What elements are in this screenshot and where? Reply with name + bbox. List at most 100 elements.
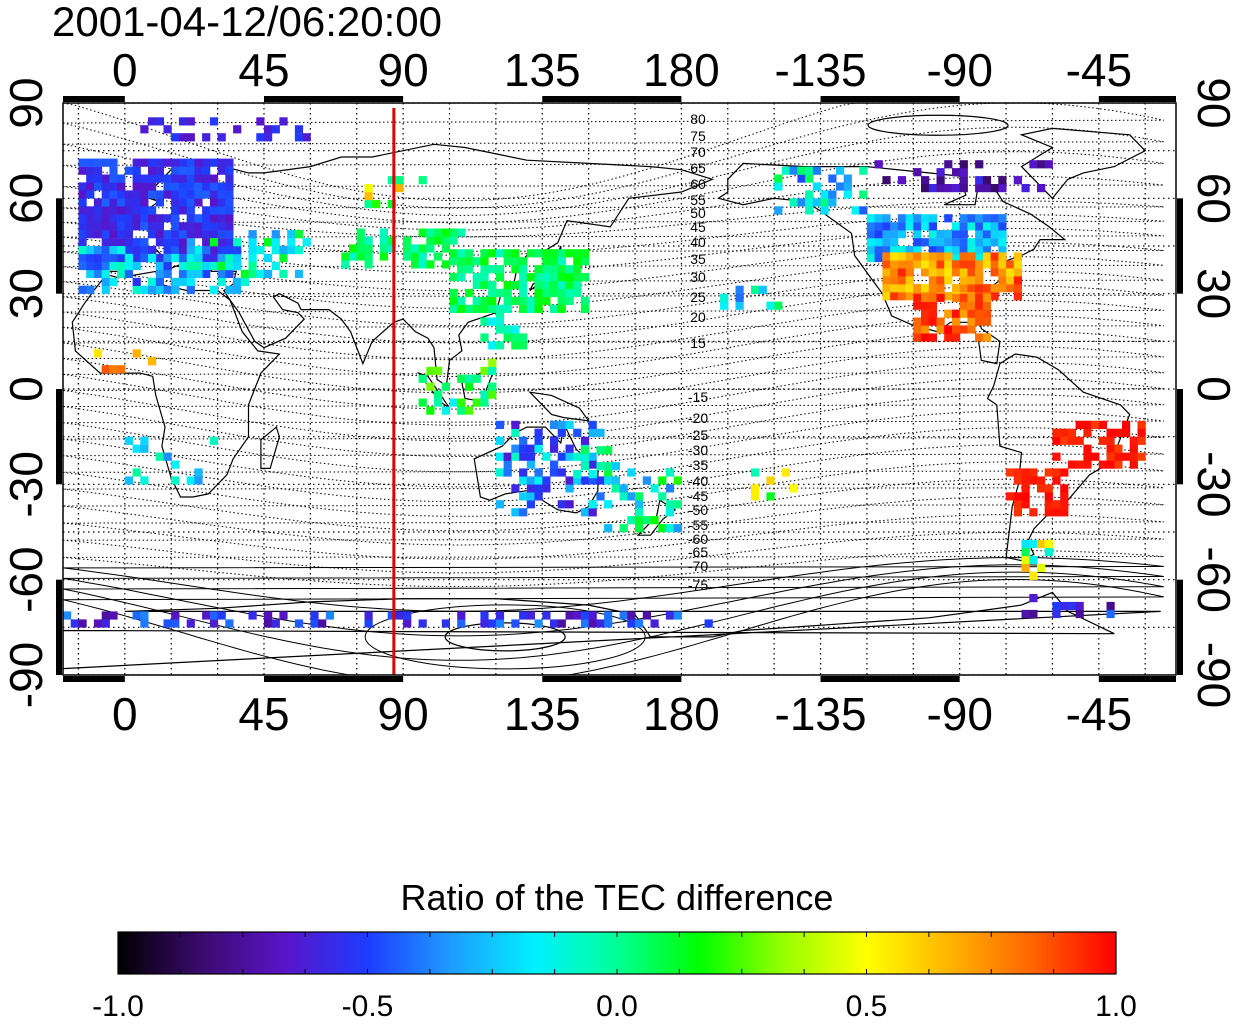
- tec-cell: [882, 176, 891, 185]
- frame-tick-bars: [56, 96, 1183, 682]
- tec-cell: [774, 301, 783, 310]
- tec-cell: [93, 174, 103, 183]
- tec-cell: [805, 198, 814, 207]
- tec-cell: [998, 276, 1007, 285]
- tec-cell: [905, 252, 914, 261]
- tec-cell: [457, 228, 466, 237]
- tec-cell: [148, 214, 157, 223]
- tec-cell: [897, 252, 906, 261]
- tec-cell: [101, 238, 110, 247]
- tec-cell: [202, 158, 211, 167]
- tec-cell: [550, 468, 559, 477]
- tec-cell: [975, 317, 984, 326]
- tec-cell: [812, 198, 821, 207]
- tec-cell: [897, 260, 906, 269]
- tec-cell: [952, 238, 961, 247]
- tec-cell: [225, 253, 234, 263]
- tec-cell: [503, 460, 512, 469]
- tec-cell: [117, 222, 126, 231]
- tec-cell: [140, 206, 149, 215]
- tec-cell: [480, 619, 489, 628]
- tec-cell: [364, 192, 373, 201]
- tec-cell: [936, 184, 945, 193]
- tec-cell: [928, 230, 937, 239]
- tec-cell: [279, 246, 288, 255]
- tec-cell: [109, 222, 118, 231]
- tec-cell: [542, 296, 551, 305]
- tec-cell: [534, 476, 543, 485]
- tec-cell: [109, 206, 118, 215]
- tec-cell: [148, 246, 157, 255]
- right-lat-label: 90: [1188, 77, 1240, 128]
- tec-cell: [70, 619, 79, 628]
- tec-cell: [511, 428, 520, 437]
- tec-cell: [1052, 609, 1061, 619]
- tec-cell: [387, 611, 396, 620]
- tec-cell: [101, 365, 110, 374]
- tec-cell: [1098, 436, 1107, 445]
- tec-cell: [557, 420, 566, 429]
- tec-cell: [511, 508, 520, 517]
- tec-cell: [495, 317, 505, 326]
- tec-cell: [913, 246, 922, 255]
- tec-cell: [310, 611, 319, 620]
- tec-cell: [364, 184, 373, 193]
- right-lat-label: -30: [1188, 451, 1240, 517]
- tec-cell: [202, 230, 211, 239]
- tec-cell: [882, 252, 891, 261]
- tec-cell: [580, 436, 590, 445]
- tec-cell: [866, 246, 876, 255]
- magnetic-latitude-label: 20: [690, 309, 706, 325]
- tec-cell: [140, 174, 149, 183]
- tec-cell: [534, 249, 543, 258]
- tec-cell: [387, 199, 396, 209]
- tec-cell: [897, 268, 906, 277]
- tec-cell: [542, 257, 551, 266]
- tec-cell: [959, 268, 968, 277]
- magnetic-latitude-label: 55: [690, 192, 706, 208]
- magnetic-contour: [63, 496, 1164, 546]
- tec-cell: [132, 158, 141, 167]
- tec-cell: [982, 309, 992, 318]
- tec-cell: [217, 182, 226, 191]
- magnetic-latitude-label: 75: [690, 128, 706, 144]
- tec-cell: [774, 182, 783, 191]
- tec-cell: [921, 309, 930, 318]
- tec-cell: [905, 246, 914, 255]
- tec-cell: [217, 222, 226, 231]
- tec-cell: [604, 500, 613, 509]
- magnetic-contour: [63, 427, 1164, 488]
- tec-cell: [959, 168, 968, 177]
- tec-cell: [495, 420, 505, 429]
- tec-cell: [441, 236, 450, 245]
- tec-cell: [78, 190, 87, 199]
- tec-cell: [1013, 500, 1022, 509]
- tec-cell: [982, 246, 992, 255]
- tec-cell: [596, 619, 605, 628]
- tec-cell: [410, 244, 420, 253]
- tec-cell: [186, 133, 195, 142]
- tec-cell: [836, 182, 845, 191]
- tec-cell: [550, 257, 559, 266]
- tec-cell: [944, 246, 953, 255]
- tec-cell: [975, 301, 984, 310]
- tec-cell: [596, 462, 605, 471]
- tec-cell: [465, 382, 474, 391]
- tec-cell: [256, 117, 265, 126]
- tec-cell: [897, 222, 906, 231]
- bottom-lon-label: 135: [504, 688, 581, 740]
- tec-cell: [534, 444, 543, 453]
- tec-cell: [805, 190, 814, 199]
- left-latitude-labels: 90 60 30 0 -30 -60 -90: [0, 77, 52, 708]
- tec-cell: [998, 268, 1007, 277]
- tec-cell: [967, 293, 976, 302]
- tec-cell: [534, 288, 543, 298]
- bottom-lon-label: 45: [238, 688, 289, 740]
- tec-cell: [913, 301, 922, 310]
- tec-cell: [658, 476, 667, 485]
- tec-cell: [890, 260, 899, 269]
- tec-cell: [78, 253, 87, 263]
- tec-cell: [395, 611, 404, 620]
- tec-cell: [921, 325, 930, 334]
- tec-cell: [109, 190, 118, 199]
